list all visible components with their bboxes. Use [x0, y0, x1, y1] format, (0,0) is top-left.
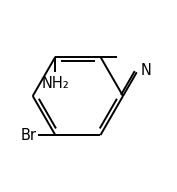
Text: N: N: [141, 63, 152, 78]
Text: NH₂: NH₂: [41, 76, 69, 91]
Text: Br: Br: [21, 128, 37, 143]
